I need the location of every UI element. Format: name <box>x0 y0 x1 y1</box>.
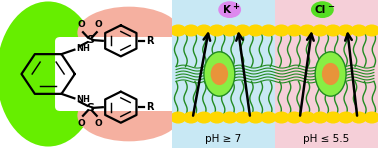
Circle shape <box>235 112 250 123</box>
Circle shape <box>326 112 341 123</box>
Text: Cl: Cl <box>315 5 326 15</box>
Circle shape <box>209 112 224 123</box>
Ellipse shape <box>322 63 339 85</box>
Circle shape <box>219 2 240 17</box>
Circle shape <box>287 112 302 123</box>
Text: −: − <box>327 2 334 11</box>
Text: O: O <box>77 119 85 128</box>
Ellipse shape <box>0 1 100 147</box>
Circle shape <box>339 112 353 123</box>
Circle shape <box>313 112 328 123</box>
Ellipse shape <box>77 90 181 141</box>
Text: +: + <box>232 2 239 11</box>
Circle shape <box>171 25 186 36</box>
Circle shape <box>352 112 366 123</box>
Circle shape <box>222 25 237 36</box>
Circle shape <box>197 112 211 123</box>
Bar <box>172 0 275 148</box>
Circle shape <box>209 25 224 36</box>
Circle shape <box>287 25 302 36</box>
Ellipse shape <box>211 63 228 85</box>
Circle shape <box>261 112 276 123</box>
FancyBboxPatch shape <box>55 37 186 111</box>
Circle shape <box>364 112 378 123</box>
Text: S: S <box>86 35 94 45</box>
Circle shape <box>300 25 315 36</box>
Circle shape <box>171 112 186 123</box>
Circle shape <box>364 25 378 36</box>
Text: pH ≤ 5.5: pH ≤ 5.5 <box>304 134 350 144</box>
Circle shape <box>274 112 289 123</box>
Text: NH: NH <box>76 95 90 104</box>
Text: O: O <box>94 119 102 128</box>
Text: O: O <box>77 20 85 29</box>
Circle shape <box>248 25 263 36</box>
Circle shape <box>222 112 237 123</box>
Circle shape <box>300 112 315 123</box>
Circle shape <box>326 25 341 36</box>
Ellipse shape <box>77 7 181 58</box>
Circle shape <box>261 25 276 36</box>
Text: R: R <box>146 102 153 112</box>
Circle shape <box>235 25 250 36</box>
Circle shape <box>313 25 328 36</box>
Circle shape <box>184 25 198 36</box>
Circle shape <box>352 25 366 36</box>
Ellipse shape <box>204 52 235 96</box>
Text: S: S <box>86 103 94 113</box>
Circle shape <box>197 25 211 36</box>
Text: NH: NH <box>76 44 90 53</box>
Ellipse shape <box>315 52 346 96</box>
Circle shape <box>274 25 289 36</box>
Bar <box>275 0 378 148</box>
Circle shape <box>312 2 333 17</box>
Text: K: K <box>223 5 231 15</box>
Text: pH ≥ 7: pH ≥ 7 <box>205 134 242 144</box>
Circle shape <box>339 25 353 36</box>
Circle shape <box>184 112 198 123</box>
Text: R: R <box>146 36 153 46</box>
Circle shape <box>248 112 263 123</box>
Text: O: O <box>94 20 102 29</box>
